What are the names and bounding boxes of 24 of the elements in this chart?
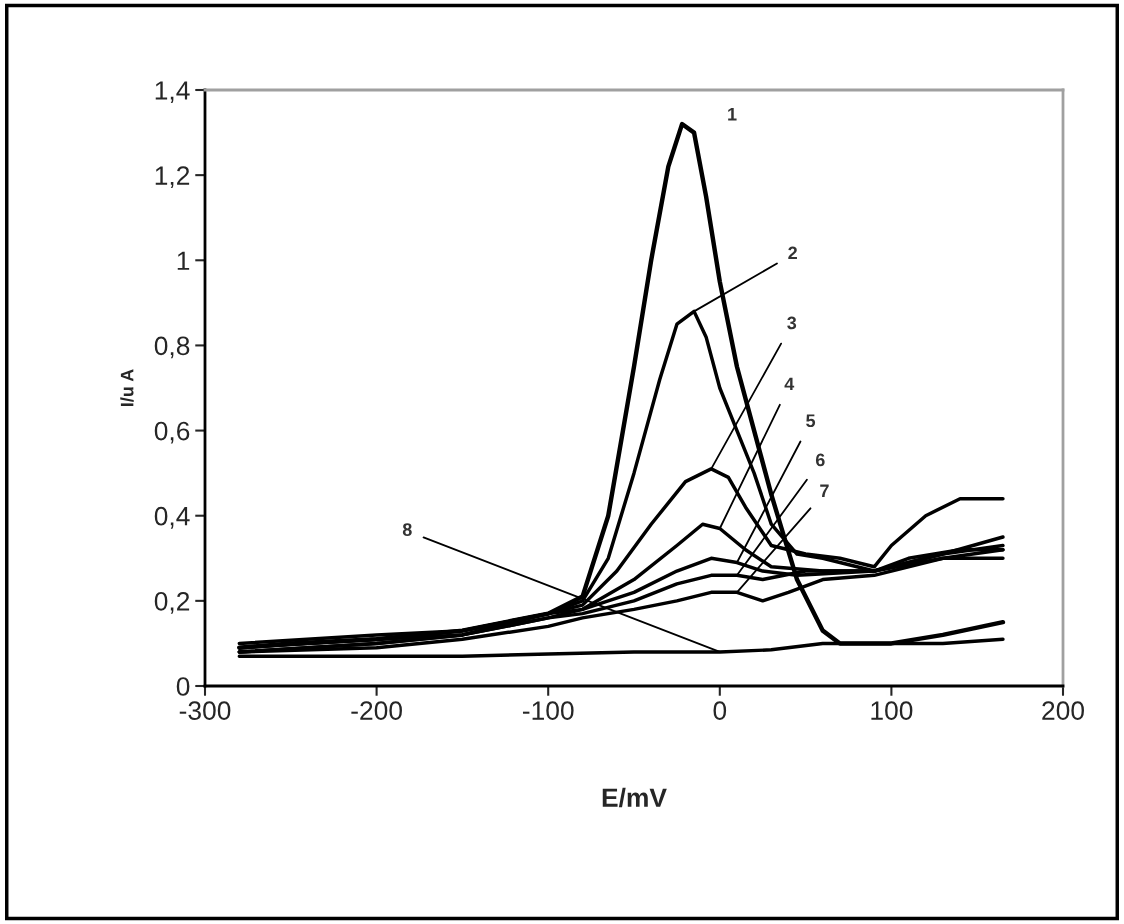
x-tick-label: -100 xyxy=(522,701,574,720)
annotation: 8 xyxy=(402,523,412,536)
y-tick-label: 0,8 xyxy=(154,336,190,359)
annotation: 6 xyxy=(815,453,825,467)
annotation: 1 xyxy=(728,107,737,121)
y-tick-label: 1,4 xyxy=(155,81,190,103)
annotation: 5 xyxy=(806,414,816,428)
x-tick-label: -300 xyxy=(179,701,231,720)
x-axis-title: E/mV xyxy=(602,787,667,808)
x-tick-label: 200 xyxy=(1042,701,1084,720)
y-tick-label: 1 xyxy=(177,251,190,270)
annotation: 4 xyxy=(784,377,795,391)
y-tick-label: 0,6 xyxy=(154,421,190,444)
y-tick-label: 0 xyxy=(176,677,190,696)
x-tick-label: 100 xyxy=(871,701,913,720)
y-axis-title: I/u A xyxy=(120,369,134,407)
y-tick-label: 0,4 xyxy=(154,506,190,529)
annotation: 7 xyxy=(820,484,829,498)
annotation: 2 xyxy=(788,246,797,260)
x-tick-label: 0 xyxy=(713,701,727,720)
annotation: 3 xyxy=(787,316,797,330)
y-tick-label: 0,2 xyxy=(154,591,190,614)
y-tick-label: 1,2 xyxy=(155,166,190,189)
x-tick-label: -200 xyxy=(351,701,402,720)
